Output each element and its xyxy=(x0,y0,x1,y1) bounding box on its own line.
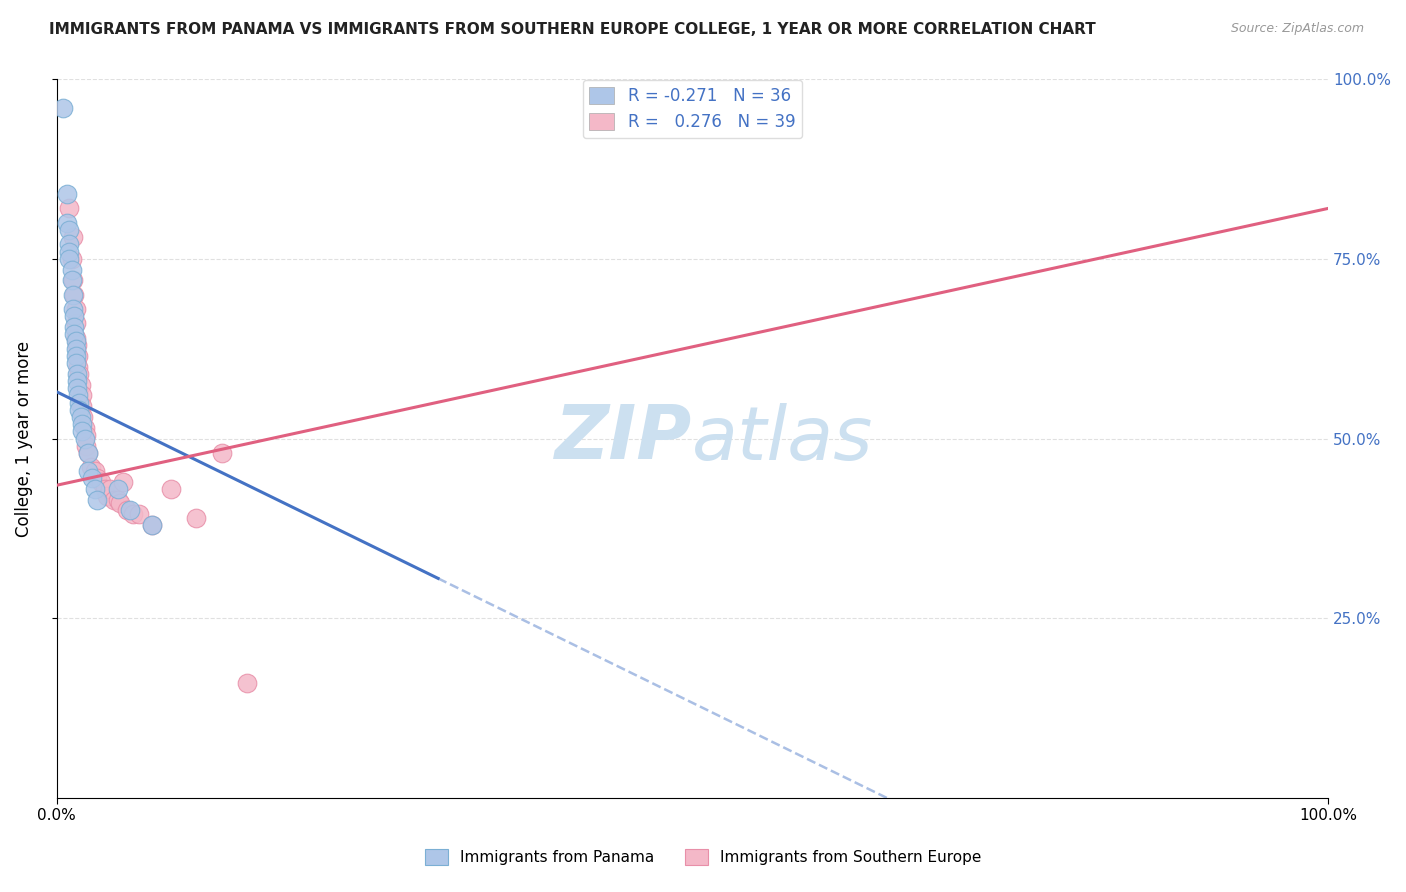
Point xyxy=(60,273,83,287)
Point xyxy=(66,367,89,381)
Point xyxy=(160,482,183,496)
Point xyxy=(77,464,100,478)
Point xyxy=(58,223,80,237)
Point xyxy=(75,439,97,453)
Point xyxy=(111,475,134,489)
Point xyxy=(186,510,208,524)
Point xyxy=(107,482,129,496)
Point xyxy=(60,262,83,277)
Text: ZIP: ZIP xyxy=(555,402,692,475)
Point xyxy=(122,507,145,521)
Point xyxy=(65,331,87,345)
Point xyxy=(83,482,105,496)
Point xyxy=(141,517,163,532)
Point xyxy=(69,402,91,417)
Point xyxy=(62,273,84,287)
Point xyxy=(236,676,259,690)
Point xyxy=(67,388,90,402)
Text: Source: ZipAtlas.com: Source: ZipAtlas.com xyxy=(1230,22,1364,36)
Point xyxy=(73,421,96,435)
Point xyxy=(69,377,91,392)
Point xyxy=(62,287,84,301)
Point xyxy=(128,507,150,521)
Y-axis label: College, 1 year or more: College, 1 year or more xyxy=(15,341,32,537)
Point xyxy=(58,202,80,216)
Point xyxy=(65,302,87,317)
Point xyxy=(141,517,163,532)
Point xyxy=(62,230,84,244)
Point xyxy=(96,489,118,503)
Point xyxy=(103,492,125,507)
Text: IMMIGRANTS FROM PANAMA VS IMMIGRANTS FROM SOUTHERN EUROPE COLLEGE, 1 YEAR OR MOR: IMMIGRANTS FROM PANAMA VS IMMIGRANTS FRO… xyxy=(49,22,1095,37)
Point xyxy=(72,409,94,424)
Point xyxy=(55,187,77,202)
Point xyxy=(70,425,93,439)
Point xyxy=(115,503,138,517)
Point xyxy=(77,446,100,460)
Point xyxy=(70,417,93,431)
Point xyxy=(82,471,104,485)
Point xyxy=(63,310,86,324)
Point xyxy=(63,327,86,342)
Text: atlas: atlas xyxy=(692,402,873,475)
Point xyxy=(80,460,103,475)
Point xyxy=(55,216,77,230)
Point xyxy=(120,503,142,517)
Point xyxy=(77,446,100,460)
Point xyxy=(70,388,93,402)
Point xyxy=(98,482,121,496)
Point xyxy=(62,302,84,317)
Point xyxy=(63,320,86,334)
Point xyxy=(65,317,87,331)
Point xyxy=(52,101,75,115)
Point xyxy=(94,482,117,496)
Point xyxy=(86,492,108,507)
Point xyxy=(66,374,89,388)
Point xyxy=(58,252,80,266)
Point xyxy=(73,432,96,446)
Point xyxy=(211,446,233,460)
Legend: Immigrants from Panama, Immigrants from Southern Europe: Immigrants from Panama, Immigrants from … xyxy=(419,843,987,871)
Point xyxy=(107,492,129,507)
Point xyxy=(65,342,87,356)
Point xyxy=(63,287,86,301)
Point xyxy=(108,496,131,510)
Point xyxy=(60,252,83,266)
Point xyxy=(66,381,89,395)
Point xyxy=(83,464,105,478)
Point xyxy=(69,409,91,424)
Legend: R = -0.271   N = 36, R =   0.276   N = 39: R = -0.271 N = 36, R = 0.276 N = 39 xyxy=(582,80,801,138)
Point xyxy=(70,399,93,413)
Point xyxy=(58,244,80,259)
Point xyxy=(67,349,90,363)
Point xyxy=(69,367,91,381)
Point xyxy=(75,428,97,442)
Point xyxy=(58,237,80,252)
Point xyxy=(66,338,89,352)
Point xyxy=(65,334,87,349)
Point xyxy=(69,395,91,409)
Point xyxy=(67,359,90,374)
Point xyxy=(86,471,108,485)
Point xyxy=(90,475,112,489)
Point xyxy=(65,356,87,370)
Point xyxy=(65,349,87,363)
